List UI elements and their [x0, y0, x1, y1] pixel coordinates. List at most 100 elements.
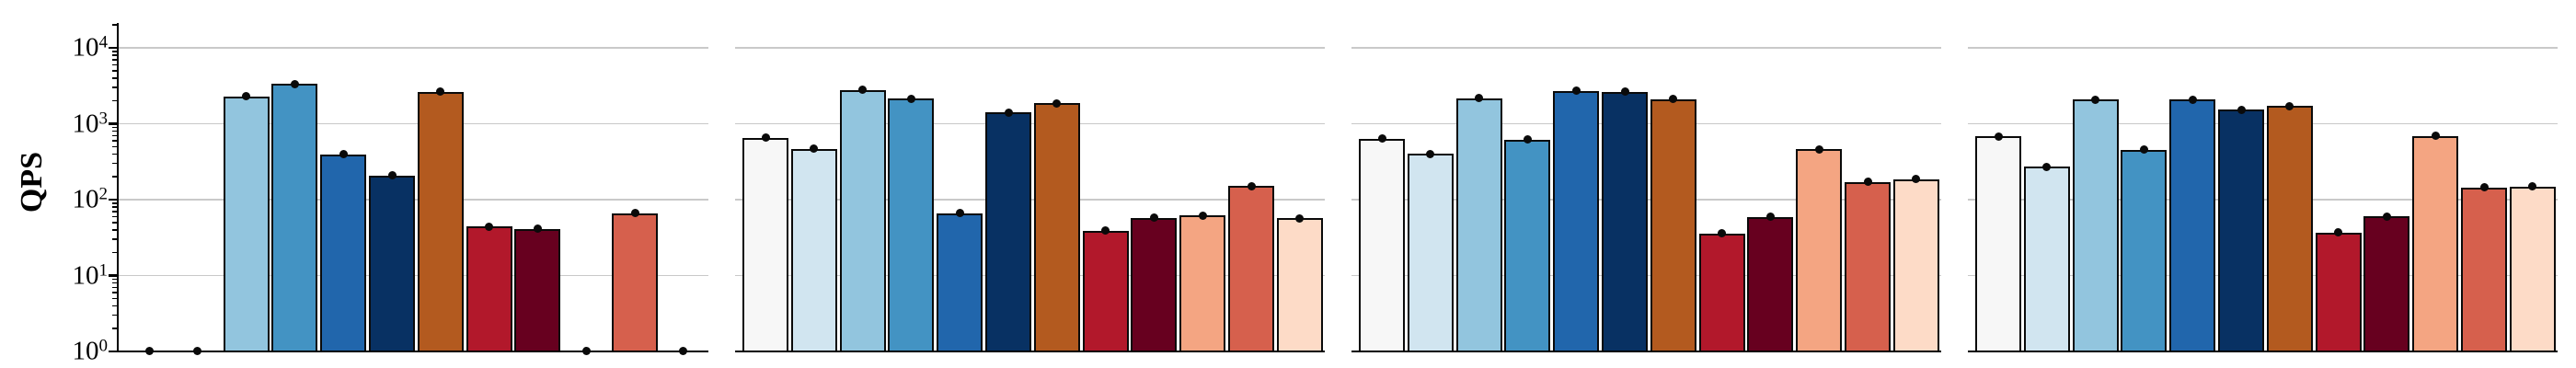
y-minor-tick: [112, 292, 117, 293]
y-tick-label-10e4: 104: [72, 32, 109, 63]
bar-marker-panel2-6: [1004, 108, 1013, 117]
y-minor-tick: [112, 297, 117, 300]
bar-marker-panel3-5: [1571, 86, 1581, 96]
bar-panel2-8: [1082, 230, 1129, 352]
y-major-tick-10e0: [109, 350, 117, 353]
bar-panel3-1: [1359, 138, 1405, 352]
bar-marker-panel1-4: [290, 79, 299, 88]
y-minor-tick: [112, 140, 117, 142]
bar-panel4-1: [1975, 136, 2021, 352]
bar-marker-panel4-6: [2237, 105, 2246, 114]
bar-panel3-10: [1796, 149, 1843, 352]
y-major-tick-10e4: [109, 46, 117, 50]
y-minor-tick: [112, 286, 117, 289]
bar-panel3-3: [1455, 98, 1502, 352]
bar-marker-panel1-9: [533, 224, 542, 234]
bar-marker-panel2-1: [761, 133, 770, 143]
bar-panel3-2: [1407, 154, 1454, 352]
bar-marker-panel2-10: [1198, 211, 1207, 220]
y-minor-tick: [112, 211, 117, 213]
bar-panel1-6: [369, 175, 415, 352]
y-minor-tick: [112, 59, 117, 61]
bar-panel3-8: [1698, 233, 1745, 352]
bar-marker-panel2-8: [1101, 226, 1110, 236]
gridline-10e3: [119, 122, 708, 125]
bar-marker-panel3-8: [1718, 229, 1727, 238]
bar-marker-panel4-9: [2382, 212, 2391, 221]
y-minor-tick: [112, 77, 117, 79]
bar-marker-panel4-3: [2091, 95, 2100, 104]
y-minor-tick: [112, 63, 117, 66]
y-minor-tick: [112, 162, 117, 165]
bar-panel2-11: [1228, 186, 1274, 352]
y-minor-tick: [112, 305, 117, 307]
bar-panel2-4: [888, 98, 935, 352]
bar-panel4-3: [2072, 99, 2119, 352]
bar-panel2-9: [1131, 217, 1178, 352]
bar-marker-panel1-11: [630, 209, 639, 218]
y-minor-tick: [112, 215, 117, 218]
bar-marker-panel2-5: [955, 209, 964, 218]
y-minor-tick: [112, 99, 117, 102]
bar-marker-panel1-10: [581, 347, 591, 355]
bar-marker-panel2-7: [1052, 98, 1062, 108]
bar-panel3-6: [1602, 91, 1648, 352]
bar-marker-panel1-3: [242, 92, 251, 101]
x-axis-baseline: [1968, 350, 2558, 352]
bar-marker-panel3-7: [1669, 95, 1678, 104]
bar-panel1-4: [271, 84, 318, 352]
bar-marker-panel4-10: [2431, 132, 2440, 141]
gridline-10e4: [1968, 47, 2558, 49]
y-major-tick-10e3: [109, 122, 117, 125]
bar-marker-panel4-5: [2188, 95, 2197, 104]
y-major-tick-10e2: [109, 198, 117, 201]
x-axis-baseline: [1351, 350, 1941, 352]
bar-panel4-6: [2218, 109, 2264, 352]
bar-marker-panel3-2: [1426, 149, 1435, 158]
y-minor-tick: [112, 134, 117, 137]
bar-marker-panel3-1: [1377, 134, 1386, 144]
y-tick-label-10e0: 100: [72, 336, 109, 366]
y-minor-tick: [112, 206, 117, 208]
bar-marker-panel2-2: [810, 144, 819, 154]
y-minor-tick: [112, 222, 117, 224]
bar-marker-panel1-2: [193, 347, 202, 355]
bar-panel4-12: [2509, 186, 2556, 352]
y-tick-label-10e2: 102: [72, 184, 109, 214]
bar-marker-panel1-6: [387, 171, 397, 180]
y-minor-tick: [112, 86, 117, 88]
y-minor-tick: [112, 145, 117, 148]
y-minor-tick: [112, 51, 117, 52]
y-minor-tick: [112, 70, 117, 72]
bar-marker-panel3-3: [1475, 94, 1484, 103]
y-minor-tick: [112, 328, 117, 329]
y-minor-tick: [112, 238, 117, 240]
bar-panel1-7: [417, 91, 464, 352]
bar-marker-panel2-4: [906, 94, 915, 103]
y-minor-tick: [112, 278, 117, 281]
bar-panel1-3: [223, 96, 270, 352]
bar-panel4-10: [2412, 135, 2459, 352]
bar-marker-panel2-9: [1149, 213, 1158, 223]
y-tick-label-10e3: 103: [72, 109, 109, 138]
bar-marker-panel3-11: [1863, 178, 1872, 187]
y-minor-tick: [112, 24, 117, 26]
bar-marker-panel3-4: [1523, 135, 1532, 144]
bar-panel2-1: [742, 137, 788, 352]
gridline-10e4: [1351, 47, 1941, 49]
bar-marker-panel4-1: [1994, 132, 2003, 141]
bar-marker-panel4-11: [2479, 183, 2489, 192]
bar-panel2-12: [1276, 218, 1323, 352]
bar-panel3-12: [1892, 178, 1939, 352]
bar-marker-panel1-12: [679, 347, 688, 355]
bar-marker-panel3-6: [1620, 87, 1629, 97]
bar-panel3-11: [1845, 181, 1891, 352]
bar-panel4-4: [2121, 149, 2168, 352]
bar-panel4-7: [2266, 106, 2313, 352]
bar-panel1-11: [612, 213, 658, 352]
bar-panel3-5: [1553, 90, 1600, 352]
bar-panel4-9: [2363, 216, 2410, 352]
bar-panel4-11: [2461, 187, 2507, 352]
y-minor-tick: [112, 176, 117, 178]
